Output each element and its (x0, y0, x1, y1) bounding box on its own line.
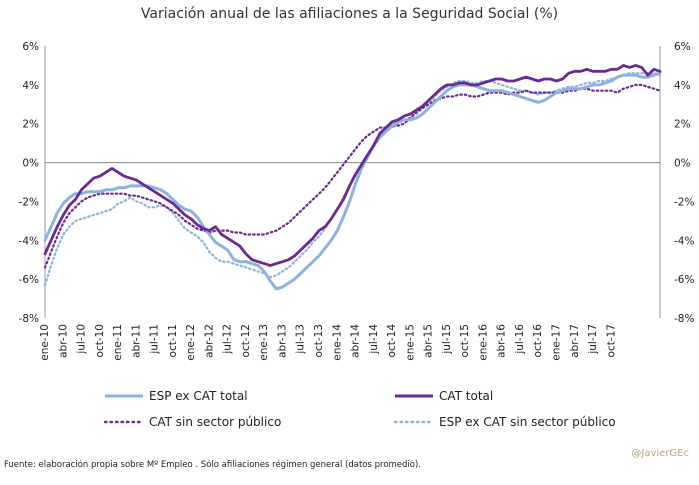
chart-title: Variación anual de las afiliaciones a la… (140, 6, 559, 22)
x-tick-label: oct-11 (167, 324, 179, 357)
y-tick-label-right: -4% (674, 235, 694, 247)
series-line-cat-sin-sector-p-blico (43, 83, 662, 269)
x-tick-label: ene-15 (404, 324, 416, 361)
x-tick-label: ene-16 (477, 324, 489, 361)
x-tick-label: abr-10 (57, 324, 69, 358)
x-tick-label: ene-13 (258, 324, 270, 361)
x-tick-label: oct-16 (532, 324, 544, 358)
x-tick-label: abr-11 (130, 324, 142, 358)
x-tick-label: ene-14 (331, 324, 343, 361)
x-tick-label: jul-15 (441, 324, 453, 355)
x-tick-label: oct-10 (94, 324, 106, 357)
y-tick-label-right: -2% (674, 196, 694, 208)
y-tick-label-right: 4% (674, 80, 691, 92)
x-tick-label: oct-12 (240, 324, 252, 357)
y-tick-label-left: -6% (19, 274, 39, 286)
x-tick-label: abr-12 (203, 324, 215, 358)
x-tick-label: jul-12 (222, 324, 234, 355)
x-tick-label: oct-13 (313, 324, 325, 357)
y-tick-label-left: 6% (22, 41, 39, 53)
x-tick-label: ene-11 (112, 324, 124, 361)
series-layer (43, 64, 662, 291)
legend-label: CAT total (439, 389, 493, 403)
y-tick-label-right: -6% (674, 274, 694, 286)
x-tick-label: oct-17 (605, 324, 617, 357)
y-tick-label-left: 0% (22, 158, 39, 170)
source-note: Fuente: elaboración propia sobre Mº Empl… (4, 460, 422, 470)
x-tick-label: oct-14 (386, 324, 398, 358)
y-tick-label-right: -8% (674, 313, 694, 325)
y-tick-label-right: 6% (674, 41, 691, 53)
x-tick-label: jul-13 (295, 324, 307, 355)
x-tick-label: ene-10 (39, 324, 51, 361)
x-tick-label: jul-16 (514, 324, 526, 355)
x-tick-label: abr-15 (423, 324, 435, 358)
x-tick-label: jul-17 (587, 324, 599, 355)
x-tick-label: abr-14 (350, 324, 362, 358)
y-tick-label-left: -2% (19, 196, 39, 208)
y-tick-label-left: -8% (19, 313, 39, 325)
y-tick-label-left: 4% (22, 80, 39, 92)
x-tick-label: ene-12 (185, 324, 197, 361)
series-line-cat-total (43, 64, 662, 267)
y-tick-label-left: 2% (22, 119, 39, 131)
chart-axes: 6% 6% 4% 4% 2% 2% 0% 0% -2% -2% -4% -4% -6% -6% -8% -8%… (19, 41, 695, 361)
legend-label: ESP ex CAT total (149, 389, 248, 403)
x-tick-label: jul-14 (368, 324, 380, 355)
x-tick-label: ene-17 (550, 324, 562, 361)
x-tick-label: abr-13 (276, 324, 288, 358)
y-tick-label-right: 2% (674, 119, 691, 131)
author-credit: @JavierGEc (631, 448, 689, 459)
x-tick-label: oct-15 (459, 324, 471, 357)
x-tick-label: jul-11 (149, 324, 161, 355)
x-tick-label: abr-17 (569, 324, 581, 358)
x-tick-label: abr-16 (496, 324, 508, 358)
legend-label: CAT sin sector público (149, 415, 281, 429)
chart-legend: ESP ex CAT total CAT total CAT sin sector … (103, 389, 616, 429)
x-tick-label: jul-10 (76, 324, 88, 355)
legend-label: ESP ex CAT sin sector público (439, 415, 616, 429)
y-tick-label-right: 0% (674, 158, 691, 170)
y-tick-label-left: -4% (19, 235, 39, 247)
